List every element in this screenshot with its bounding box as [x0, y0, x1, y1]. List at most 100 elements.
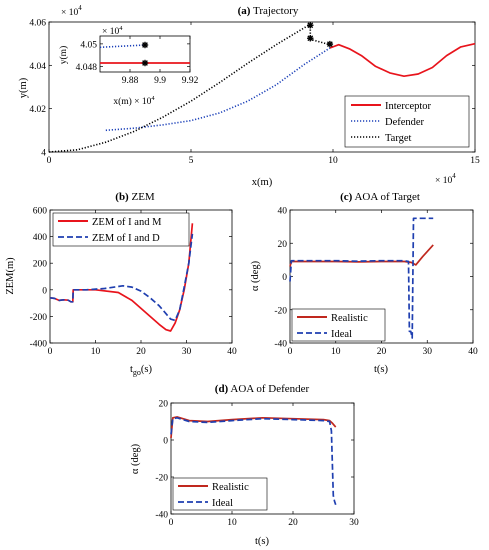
panel-b-y-tick-label: 200	[33, 260, 48, 270]
panel-c-x-tick-label: 0	[288, 347, 293, 357]
panel-b-x-tick-label: 30	[182, 347, 192, 357]
panel-a-title: (a) Trajectory	[238, 5, 299, 17]
panel-b-y-label: ZEM(m)	[5, 257, 16, 295]
inset-ticks: 9.88 9.9 9.92 4.048 4.05	[76, 36, 199, 86]
panel-d-x-tick-label: 20	[288, 518, 298, 528]
panel-d-x-tick-label: 30	[349, 518, 359, 528]
panel-a-y-tick-label: 4.06	[29, 19, 46, 29]
panel-a-y-label: y(m)	[18, 77, 29, 98]
panel-b-legend-box	[52, 212, 190, 247]
inset-y-multiplier: × 104	[102, 25, 123, 37]
legend-label-c-ideal: Ideal	[331, 329, 352, 340]
panel-d-x-tick-label: 10	[227, 518, 237, 528]
inset-x-tick-label: 9.88	[122, 76, 139, 86]
legend-label-d-realistic: Realistic	[212, 482, 249, 493]
inset-x-tick-label: 9.9	[154, 76, 166, 86]
panel-b-y-tick-label: 600	[33, 207, 48, 217]
panel-a-marker-2	[326, 40, 334, 48]
inset-x-tick-label: 9.92	[182, 76, 199, 86]
panel-c-x-tick-label: 20	[377, 347, 387, 357]
inset-y-label: y(m)	[58, 46, 69, 64]
panel-d-plot-area	[170, 416, 337, 506]
panel-d-y-tick-label: 20	[159, 400, 169, 410]
panel-c-y-tick-label: 20	[278, 240, 288, 250]
panel-b-y-tick-label: -200	[30, 313, 48, 323]
legend-label-d-ideal: Ideal	[212, 498, 233, 509]
panel-a-plot-area	[48, 22, 476, 153]
panel-a-trajectory: (a) Trajectory × 104 0 5 10 15 4 4.02 4.04 4.06…	[18, 4, 480, 188]
panel-d-aoa-defender: (d) AOA of Defender 0 10 20 30 -40 -20 0 20 t(s…	[130, 383, 359, 547]
panel-a-axes-box	[48, 21, 476, 153]
panel-a-x-multiplier: × 104	[435, 172, 456, 186]
panel-b-x-tick-label: 10	[91, 347, 101, 357]
panel-d-series-1-line	[170, 416, 337, 506]
panel-a-series-0-line	[329, 42, 476, 78]
panel-a-inset: 9.88 9.9 9.92 4.048 4.05 × 104 x(m) × 104 y(…	[58, 25, 199, 107]
panel-d-axes-box	[170, 402, 355, 515]
panel-b-y-tick-label: 400	[33, 233, 48, 243]
panel-a-y-tick-label: 4.04	[29, 62, 46, 72]
panel-a-series-1-line	[105, 47, 331, 132]
inset-series-0-line	[99, 44, 146, 49]
legend-label-defender: Defender	[385, 117, 425, 128]
panel-a-marker-1	[307, 35, 314, 42]
panel-d-x-label: t(s)	[255, 536, 270, 547]
panel-a-x-tick-label: 10	[328, 156, 338, 166]
inset-marker-1	[141, 59, 149, 67]
panel-c-y-tick-label: 0	[282, 273, 287, 283]
legend-label-zem-im: ZEM of I and M	[92, 217, 162, 228]
panel-a-ticks: 0 5 10 15 4 4.02 4.04 4.06	[29, 19, 480, 167]
panel-a-y-tick-label: 4.02	[29, 105, 46, 115]
panel-d-legend-box	[172, 477, 268, 511]
panel-b-y-tick-label: -400	[30, 340, 48, 350]
panel-b-legend: ZEM of I and M ZEM of I and D	[52, 212, 190, 247]
panel-d-x-tick-label: 0	[169, 518, 174, 528]
panel-b-x-tick-label: 40	[227, 347, 237, 357]
panel-c-x-tick-label: 10	[331, 347, 341, 357]
panel-d-y-tick-label: -20	[155, 474, 168, 484]
panel-c-x-tick-label: 30	[423, 347, 433, 357]
panel-b-x-tick-label: 0	[48, 347, 53, 357]
inset-x-label: x(m) × 104	[113, 95, 155, 107]
panel-b-zem: (b) ZEM 0 10 20 30 40 -400 -200 0 200 400 600 tgo(…	[5, 191, 237, 377]
panel-a-x-label: x(m)	[252, 177, 273, 188]
panel-b-ticks: 0 10 20 30 40 -400 -200 0 200 400 600	[30, 207, 237, 358]
panel-b-x-tick-label: 20	[136, 347, 146, 357]
panel-c-x-tick-label: 40	[468, 347, 478, 357]
panel-a-x-tick-label: 15	[470, 156, 480, 166]
panel-d-ticks: 0 10 20 30 -40 -20 0 20	[155, 400, 359, 529]
panel-c-y-tick-label: -40	[274, 340, 287, 350]
panel-b-series-1-line	[49, 233, 194, 322]
panel-d-y-tick-label: 0	[163, 437, 168, 447]
panel-d-y-tick-label: -40	[155, 511, 168, 521]
panel-c-y-label: α (deg)	[250, 260, 261, 291]
inset-axes-box	[99, 35, 191, 73]
panel-d-title: (d) AOA of Defender	[215, 383, 310, 395]
inset-plot-area	[99, 41, 190, 67]
inset-marker-0	[141, 41, 149, 49]
panel-b-x-label: tgo(s)	[130, 364, 153, 377]
panel-a-y-tick-label: 4	[41, 149, 46, 159]
panel-c-legend: Realistic Ideal	[291, 308, 386, 342]
panel-a-legend: Interceptor Defender Target	[344, 95, 470, 148]
panel-a-x-tick-label: 0	[47, 156, 52, 166]
panel-b-y-tick-label: 0	[42, 286, 47, 296]
inset-y-tick-label: 4.05	[80, 40, 97, 50]
panel-b-plot-area	[49, 223, 194, 332]
panel-c-series-1-line	[289, 217, 434, 339]
panel-c-plot-area	[289, 217, 434, 339]
legend-label-interceptor: Interceptor	[385, 101, 432, 112]
panel-a-y-multiplier: × 104	[61, 4, 82, 18]
inset-y-tick-label: 4.048	[76, 63, 98, 73]
panel-c-legend-box	[291, 308, 386, 342]
panel-c-ticks: 0 10 20 30 40 -40 -20 0 20 40	[274, 207, 478, 358]
legend-label-zem-id: ZEM of I and D	[92, 233, 160, 244]
panel-a-marker-0	[307, 22, 314, 29]
panel-c-title: (c) AOA of Target	[340, 191, 420, 203]
panel-c-y-tick-label: -20	[274, 306, 287, 316]
panel-d-legend: Realistic Ideal	[172, 477, 268, 511]
panel-c-x-label: t(s)	[374, 364, 389, 375]
panel-c-y-tick-label: 40	[278, 207, 288, 217]
panel-a-x-tick-label: 5	[189, 156, 194, 166]
